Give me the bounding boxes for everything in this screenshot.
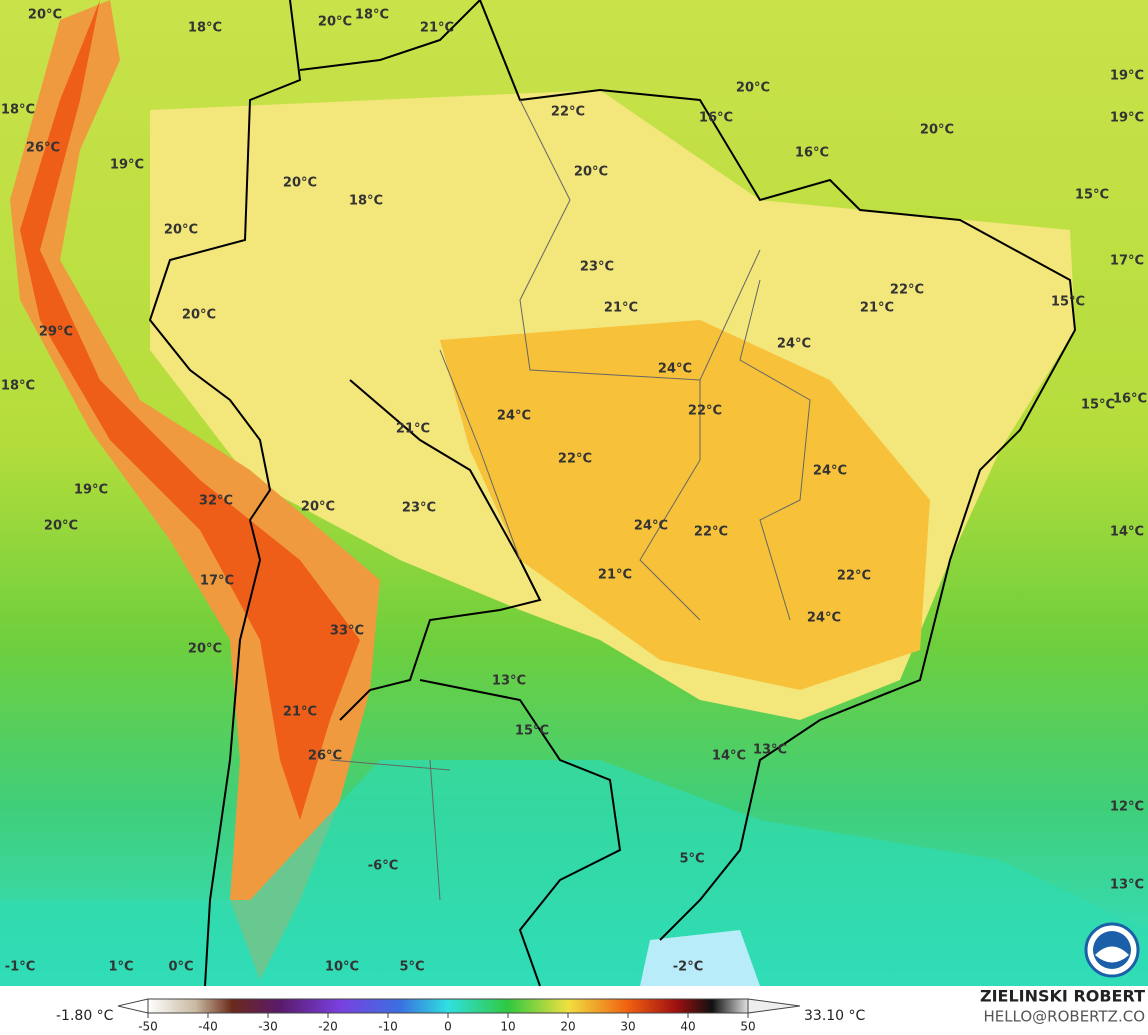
temperature-label: 12°C xyxy=(1110,800,1144,815)
temperature-label: 26°C xyxy=(308,749,342,764)
temperature-label: 20°C xyxy=(920,123,954,138)
temperature-label: 22°C xyxy=(837,569,871,584)
temperature-label: 17°C xyxy=(1110,254,1144,269)
state-borders xyxy=(329,99,811,901)
temperature-label: 20°C xyxy=(188,642,222,657)
colorbar-tick-label: 50 xyxy=(740,1020,755,1034)
colorbar-tick-label: -20 xyxy=(318,1020,338,1034)
temperature-label: 24°C xyxy=(634,519,668,534)
colorbar-tick-label: 10 xyxy=(500,1020,515,1034)
temperature-label: 20°C xyxy=(283,176,317,191)
colorbar-tick-label: -10 xyxy=(378,1020,398,1034)
temperature-label: 20°C xyxy=(182,308,216,323)
temperature-label: 18°C xyxy=(188,21,222,36)
temperature-label: 15°C xyxy=(1051,295,1085,310)
temperature-label: 21°C xyxy=(396,422,430,437)
temperature-label: 15°C xyxy=(515,724,549,739)
colorbar-tick-label: 20 xyxy=(560,1020,575,1034)
temperature-label: 22°C xyxy=(890,283,924,298)
colorbar-tick-label: 30 xyxy=(620,1020,635,1034)
temperature-label: 21°C xyxy=(420,21,454,36)
temperature-label: 21°C xyxy=(860,301,894,316)
temperature-label: 0°C xyxy=(168,960,193,975)
map-background xyxy=(0,0,1148,986)
temperature-label: 17°C xyxy=(200,574,234,589)
temperature-label: 20°C xyxy=(318,15,352,30)
temperature-label: 5°C xyxy=(399,960,424,975)
temperature-label: 20°C xyxy=(44,519,78,534)
temperature-label: 20°C xyxy=(301,500,335,515)
temperature-label: 15°C xyxy=(1075,188,1109,203)
temperature-label: 22°C xyxy=(688,404,722,419)
colorbar-tick-label: 0 xyxy=(444,1020,452,1034)
temperature-label: 13°C xyxy=(492,674,526,689)
temperature-label: 22°C xyxy=(694,525,728,540)
credit-name: ZIELINSKI ROBERT xyxy=(980,987,1145,1006)
temperature-label: 26°C xyxy=(26,141,60,156)
temperature-label: 18°C xyxy=(349,194,383,209)
temperature-label: 16°C xyxy=(1113,392,1147,407)
temperature-label: 24°C xyxy=(497,409,531,424)
temperature-label: 18°C xyxy=(1,103,35,118)
temperature-label: 21°C xyxy=(598,568,632,583)
temperature-label: 33°C xyxy=(330,624,364,639)
temperature-label: 5°C xyxy=(679,852,704,867)
temperature-label: 19°C xyxy=(1110,111,1144,126)
colorbar: -1.80 °C 33.10 °C -50 -40 -30 -20 -10 0 10 20 30… xyxy=(56,998,866,1034)
country-borders xyxy=(148,0,1077,987)
temperature-label: 32°C xyxy=(199,494,233,509)
temperature-label: 19°C xyxy=(74,483,108,498)
credit-email: HELLO@ROBERTZ.CO xyxy=(983,1008,1145,1026)
temperature-label: 24°C xyxy=(813,464,847,479)
temperature-label: 16°C xyxy=(795,146,829,161)
temperature-label: 16°C xyxy=(699,111,733,126)
temperature-label: 24°C xyxy=(807,611,841,626)
temperature-label: 13°C xyxy=(1110,878,1144,893)
temperature-labels: 20°C18°C 20°C 18°C21°C20°C19°C18°C 22°C 16°C… xyxy=(1,8,1147,975)
temperature-label: 20°C xyxy=(574,165,608,180)
temperature-label: 15°C xyxy=(1081,398,1115,413)
temperature-label: 19°C xyxy=(1110,69,1144,84)
colorbar-tick-label: -40 xyxy=(198,1020,218,1034)
temperature-label: 19°C xyxy=(110,158,144,173)
colorbar-tick-label: -30 xyxy=(258,1020,278,1034)
temperature-label: 24°C xyxy=(777,337,811,352)
temperature-label: 24°C xyxy=(658,362,692,377)
temperature-label: 21°C xyxy=(283,705,317,720)
temperature-label: 13°C xyxy=(753,743,787,758)
temperature-label: 22°C xyxy=(551,105,585,120)
noaa-logo xyxy=(1084,922,1140,978)
temperature-label: 29°C xyxy=(39,325,73,340)
temperature-label: 21°C xyxy=(604,301,638,316)
temperature-label: 22°C xyxy=(558,452,592,467)
temperature-label: 10°C xyxy=(325,960,359,975)
colorbar-tick-label: 40 xyxy=(680,1020,695,1034)
colorbar-min-label: -1.80 °C xyxy=(56,1008,114,1024)
temperature-label: 20°C xyxy=(164,223,198,238)
temperature-label: 14°C xyxy=(1110,525,1144,540)
temperature-label: 18°C xyxy=(355,8,389,23)
temperature-label: 20°C xyxy=(736,81,770,96)
colorbar-tick-label: -50 xyxy=(138,1020,158,1034)
temperature-label: 18°C xyxy=(1,379,35,394)
temperature-label: 1°C xyxy=(108,960,133,975)
colorbar-max-label: 33.10 °C xyxy=(804,1008,866,1024)
temperature-label: -2°C xyxy=(673,960,703,975)
temperature-label: 14°C xyxy=(712,749,746,764)
temperature-label: 23°C xyxy=(402,501,436,516)
temperature-label: 20°C xyxy=(28,8,62,23)
temperature-label: 23°C xyxy=(580,260,614,275)
temperature-label: -6°C xyxy=(368,859,398,874)
temperature-label: -1°C xyxy=(5,960,35,975)
